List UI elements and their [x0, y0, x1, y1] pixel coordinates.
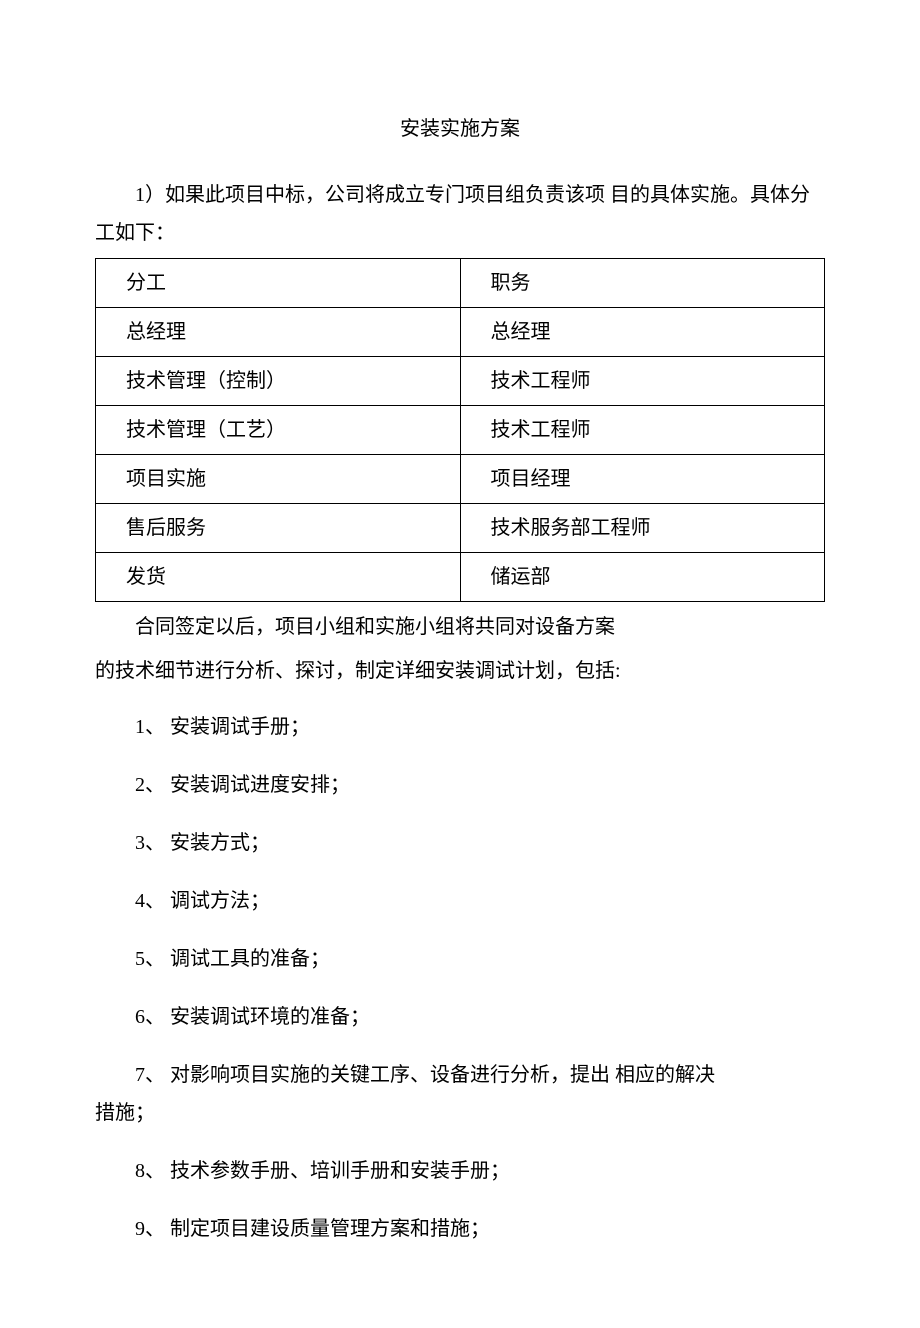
table-cell: 技术服务部工程师	[460, 504, 825, 553]
table-header-col1: 分工	[96, 259, 461, 308]
list-item-7-line2: 措施；	[95, 1094, 825, 1132]
list-item: 3、 安装方式；	[95, 824, 825, 862]
list-item: 1、 安装调试手册；	[95, 708, 825, 746]
after-table-line1: 合同签定以后，项目小组和实施小组将共同对设备方案	[95, 608, 825, 646]
table-row: 项目实施 项目经理	[96, 455, 825, 504]
table-row: 售后服务 技术服务部工程师	[96, 504, 825, 553]
plan-list: 1、 安装调试手册； 2、 安装调试进度安排； 3、 安装方式； 4、 调试方法…	[95, 708, 825, 1248]
list-item: 6、 安装调试环境的准备；	[95, 998, 825, 1036]
table-row: 技术管理（控制） 技术工程师	[96, 357, 825, 406]
after-table-line2: 的技术细节进行分析、探讨，制定详细安装调试计划，包括:	[95, 652, 825, 690]
list-item: 2、 安装调试进度安排；	[95, 766, 825, 804]
table-cell: 总经理	[96, 308, 461, 357]
table-row: 技术管理（工艺） 技术工程师	[96, 406, 825, 455]
table-row: 发货 储运部	[96, 553, 825, 602]
table-cell: 技术管理（控制）	[96, 357, 461, 406]
roles-table: 分工 职务 总经理 总经理 技术管理（控制） 技术工程师 技术管理（工艺） 技术…	[95, 258, 825, 602]
table-cell: 项目经理	[460, 455, 825, 504]
list-item: 9、 制定项目建设质量管理方案和措施；	[95, 1210, 825, 1248]
intro-paragraph: 1）如果此项目中标，公司将成立专门项目组负责该项 目的具体实施。具体分工如下：	[95, 176, 825, 252]
table-cell: 储运部	[460, 553, 825, 602]
list-item: 8、 技术参数手册、培训手册和安装手册；	[95, 1152, 825, 1190]
table-cell: 项目实施	[96, 455, 461, 504]
table-row: 分工 职务	[96, 259, 825, 308]
table-cell: 技术管理（工艺）	[96, 406, 461, 455]
page-title: 安装实施方案	[95, 110, 825, 148]
list-item: 4、 调试方法；	[95, 882, 825, 920]
document-page: 安装实施方案 1）如果此项目中标，公司将成立专门项目组负责该项 目的具体实施。具…	[0, 0, 920, 1328]
list-item-7-line1: 7、 对影响项目实施的关键工序、设备进行分析，提出 相应的解决	[95, 1056, 825, 1094]
table-cell: 总经理	[460, 308, 825, 357]
table-cell: 售后服务	[96, 504, 461, 553]
list-item: 5、 调试工具的准备；	[95, 940, 825, 978]
table-header-col2: 职务	[460, 259, 825, 308]
table-cell: 技术工程师	[460, 406, 825, 455]
table-row: 总经理 总经理	[96, 308, 825, 357]
table-cell: 发货	[96, 553, 461, 602]
table-cell: 技术工程师	[460, 357, 825, 406]
